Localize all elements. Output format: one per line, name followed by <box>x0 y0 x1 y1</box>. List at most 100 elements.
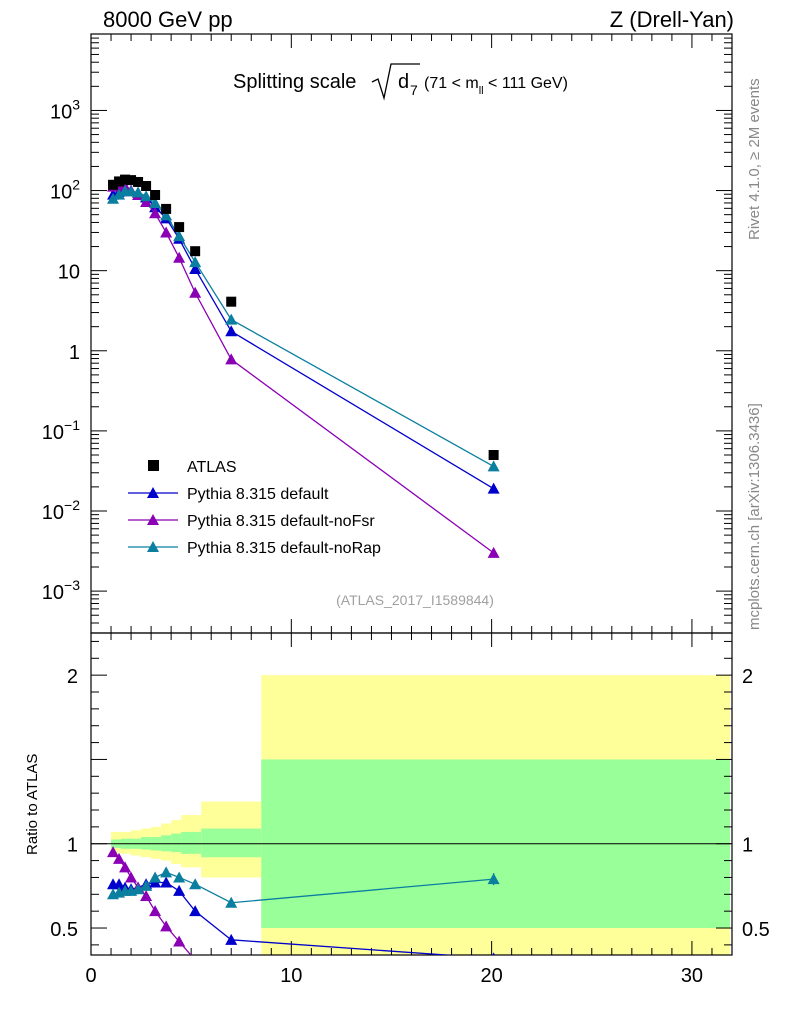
ratio-point-noRap <box>225 896 238 908</box>
ratio-tick-label-left: 0.5 <box>50 919 78 941</box>
ratio-point-default <box>113 878 126 890</box>
ratio-tick-label-left: 2 <box>67 666 78 688</box>
rivet-version-label: Rivet 4.1.0, ≥ 2M events <box>746 78 763 240</box>
point-noFsr <box>225 353 238 365</box>
ratio-point-default <box>492 952 496 955</box>
band-inner-7 <box>181 831 202 854</box>
legend-marker-atlas <box>148 460 159 471</box>
legend-marker-noRap <box>147 541 159 552</box>
ratio-point-noFsr <box>194 954 196 955</box>
header-energy: 8000 GeV pp <box>103 7 233 32</box>
y-tick-label: 10 <box>58 262 80 284</box>
point-default <box>225 325 238 337</box>
x-tick-label: 0 <box>85 965 96 987</box>
axes-ticks <box>90 33 733 956</box>
band-inner-8 <box>201 828 262 858</box>
data-point-atlas <box>141 180 152 191</box>
y-tick-label: 1 <box>69 342 80 364</box>
ratio-tick-label-right: 0.5 <box>742 919 770 941</box>
ratio-point-noRap <box>132 883 145 895</box>
tick-labels: 0 10 20 30 10−3 10−2 10−1 1 10 102 103 0.5 0.5 1 1 2 2 <box>42 96 770 987</box>
ratio-point-noRap <box>149 871 162 883</box>
ratio-point-noFsr <box>119 861 132 873</box>
ratio-point-default <box>173 884 186 896</box>
series-line-noRap <box>112 190 494 468</box>
point-noRap <box>113 188 126 200</box>
point-noRap <box>173 230 186 242</box>
data-point-atlas <box>226 296 237 307</box>
ratio-point-noFsr <box>488 996 500 1007</box>
point-default <box>189 262 202 274</box>
ratio-point-noRap <box>160 866 173 878</box>
ratio-point-noFsr <box>125 871 138 883</box>
legend-label-noRap: Pythia 8.315 default-noRap <box>187 540 381 557</box>
y-tick-label: 10−1 <box>42 417 80 444</box>
data-point-atlas <box>161 203 172 214</box>
x-tick-label: 20 <box>481 965 503 987</box>
data-point-atlas <box>190 246 201 257</box>
ratio-point-default <box>160 876 173 888</box>
point-noRap <box>125 185 138 197</box>
ratio-point-noRap <box>140 879 153 891</box>
data-point-atlas <box>150 190 161 201</box>
ratio-point-noFsr <box>160 920 173 932</box>
y-tick-label: 102 <box>50 177 80 204</box>
series-layer <box>107 174 500 1007</box>
ratio-point-noFsr <box>225 974 237 985</box>
point-noRap <box>487 460 500 472</box>
point-noFsr <box>487 546 500 558</box>
ratio-tick-label-right: 2 <box>742 666 753 688</box>
point-noFsr <box>173 251 186 263</box>
chart-title: Splitting scale <box>233 71 356 93</box>
point-noRap <box>160 209 173 221</box>
point-noRap <box>149 196 162 208</box>
ratio-tick-label-left: 1 <box>67 835 78 857</box>
ratio-point-noFsr <box>113 852 126 864</box>
mcplots-label: mcplots.cern.ch [arXiv:1306.3436] <box>746 403 763 630</box>
ratio-y-label: Ratio to ATLAS <box>24 754 41 855</box>
data-point-atlas <box>133 176 144 187</box>
point-noRap <box>189 256 202 268</box>
ratio-uncertainty-bands <box>91 675 732 955</box>
data-point-atlas <box>126 175 137 186</box>
ratio-point-default <box>225 933 238 945</box>
band-inner-6 <box>171 833 182 853</box>
data-point-atlas <box>114 176 125 187</box>
ratio-point-noRap <box>173 871 186 883</box>
point-noRap <box>140 190 153 202</box>
point-noRap <box>225 313 238 325</box>
point-noFsr <box>149 207 162 219</box>
ratio-tick-label-right: 1 <box>742 835 753 857</box>
title-sqrt-d: d <box>398 71 409 93</box>
point-noFsr <box>140 195 153 207</box>
ratio-point-noFsr <box>149 905 162 917</box>
data-point-atlas <box>488 450 499 461</box>
x-tick-label: 10 <box>280 965 302 987</box>
legend-marker-default <box>147 487 159 498</box>
point-noRap <box>107 192 120 204</box>
data-point-atlas <box>174 222 185 233</box>
sqrt-symbol <box>371 63 420 101</box>
data-point-atlas <box>108 179 119 190</box>
title-sqrt-sub: 7 <box>410 82 418 98</box>
y-tick-label: 103 <box>50 96 80 123</box>
legend-label-atlas: ATLAS <box>187 459 237 476</box>
point-default <box>487 482 500 494</box>
data-point-atlas <box>120 174 131 185</box>
ratio-point-noFsr <box>107 846 120 858</box>
header-process: Z (Drell-Yan) <box>609 7 734 32</box>
y-tick-label: 10−2 <box>42 497 80 524</box>
point-noRap <box>132 186 145 198</box>
legend-label-default: Pythia 8.315 default <box>187 486 329 503</box>
legend-label-noFsr: Pythia 8.315 default-noFsr <box>187 513 375 530</box>
ratio-point-noFsr <box>173 935 186 947</box>
y-tick-label: 10−3 <box>42 577 80 604</box>
ratio-point-noFsr <box>140 889 153 901</box>
title-range: (71 < mll < 111 GeV) <box>424 75 568 97</box>
ratio-point-default <box>189 905 202 917</box>
ratio-point-noRap <box>189 878 202 890</box>
legend-marker-noFsr <box>147 514 159 525</box>
legend: ATLAS Pythia 8.315 default Pythia 8.315 de… <box>128 459 381 557</box>
analysis-watermark: (ATLAS_2017_I1589844) <box>336 592 494 608</box>
